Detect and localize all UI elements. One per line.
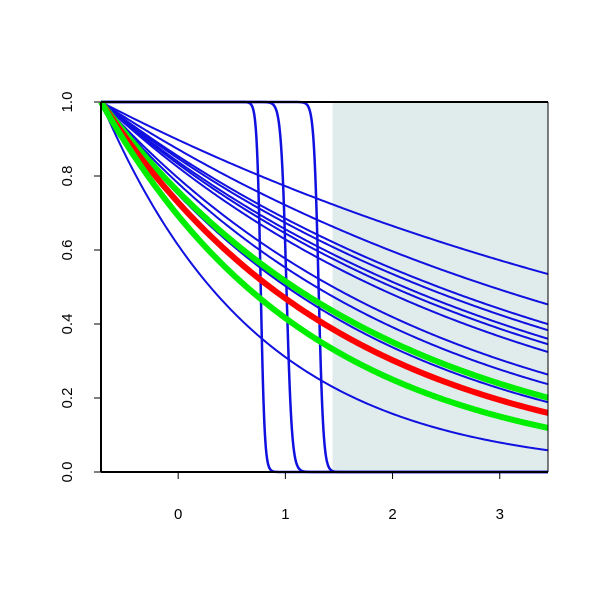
series-line-red-17 bbox=[98, 100, 549, 416]
series-layer bbox=[98, 100, 549, 474]
x-axis: 0 1 2 3 bbox=[174, 472, 504, 523]
x-tick-label: 0 bbox=[174, 506, 182, 523]
series-line-blue-4 bbox=[100, 101, 549, 332]
series-line-blue-1 bbox=[100, 101, 549, 276]
x-tick-label: 2 bbox=[388, 506, 396, 523]
y-tick-label: 0.6 bbox=[59, 240, 76, 261]
y-tick-label: 0.0 bbox=[59, 462, 76, 483]
series-line-green-16 bbox=[98, 100, 549, 401]
y-tick-label: 0.8 bbox=[59, 166, 76, 187]
series-line-blue-12 bbox=[100, 101, 549, 452]
y-tick-label: 1.0 bbox=[59, 92, 76, 113]
x-tick-label: 1 bbox=[281, 506, 289, 523]
y-axis: 0.0 0.2 0.4 0.6 0.8 1.0 bbox=[59, 92, 101, 483]
series-line-blue-9 bbox=[100, 101, 549, 386]
y-tick-label: 0.2 bbox=[59, 388, 76, 409]
series-line-blue-6 bbox=[100, 101, 549, 346]
series-line-blue-2 bbox=[100, 101, 549, 306]
y-tick-label: 0.4 bbox=[59, 314, 76, 335]
x-tick-label: 3 bbox=[496, 506, 504, 523]
series-line-blue-7 bbox=[100, 101, 549, 353]
axes-frame bbox=[100, 101, 549, 473]
series-line-blue-5 bbox=[100, 101, 549, 340]
series-line-blue-3 bbox=[100, 101, 549, 326]
series-line-blue-8 bbox=[100, 101, 549, 376]
series-line-green-18 bbox=[98, 100, 549, 431]
